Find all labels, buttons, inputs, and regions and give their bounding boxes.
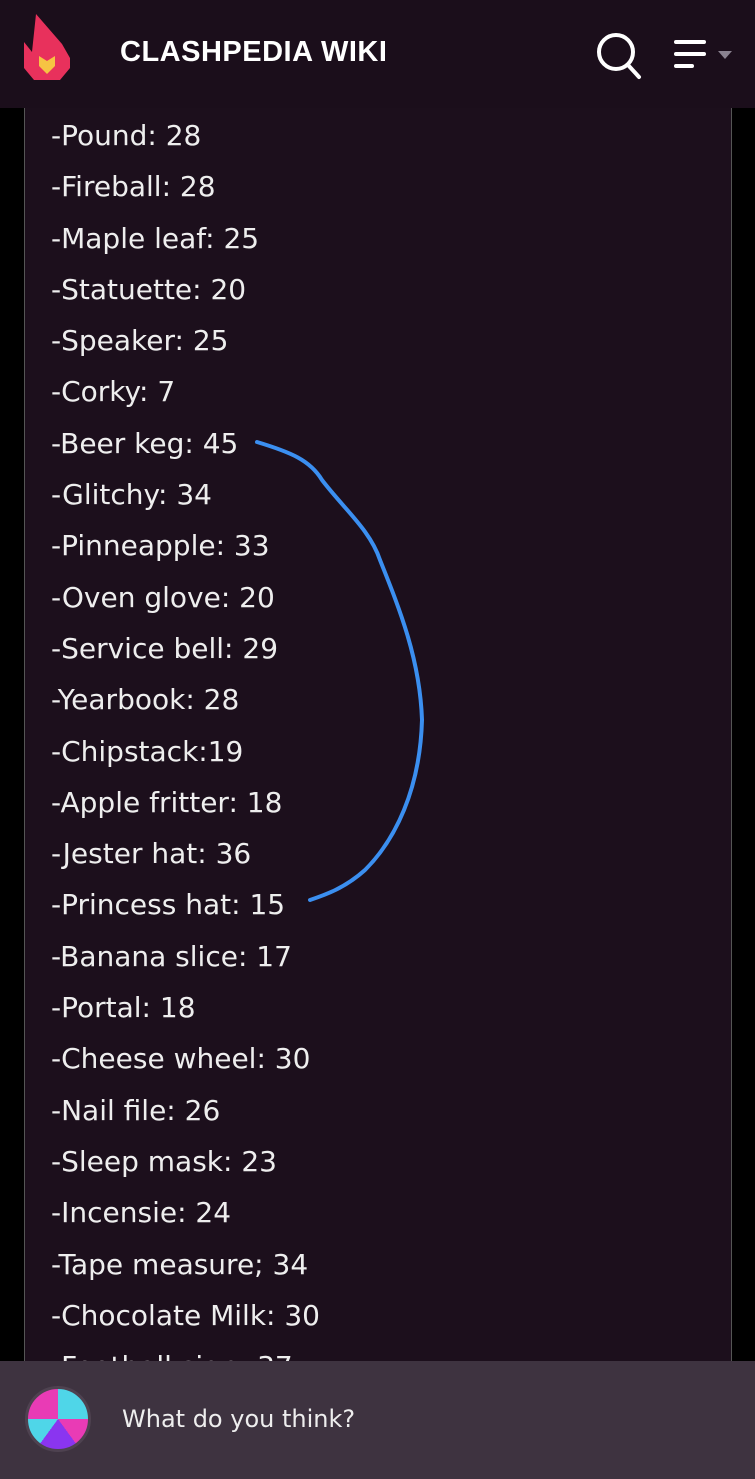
user-avatar [25,1386,91,1452]
list-item: -Princess hat: 15 [51,888,286,922]
top-navbar: CLASHPEDIA WIKI [0,0,755,108]
list-item: -Beer keg: 45 [51,426,239,460]
hamburger-menu-icon[interactable] [672,38,738,72]
list-item: -Oven glove: 20 [51,580,275,614]
list-item: -Chipstack:19 [51,734,244,768]
chevron-down-icon [718,51,732,59]
list-item: -Nail file: 26 [51,1093,221,1127]
list-item: -Statuette: 20 [51,272,247,306]
list-item: -Fireball: 28 [51,170,216,204]
list-item: -Portal: 18 [51,991,196,1025]
list-item: -Pound: 28 [51,119,202,152]
list-item: -Corky: 7 [51,375,176,409]
list-item: -Apple fritter: 18 [51,785,283,819]
clashpedia-logo-icon[interactable] [22,14,72,82]
list-item: -Yearbook: 28 [51,683,240,717]
comment-bar[interactable]: What do you think? [0,1361,755,1479]
list-item: -Sleep mask: 23 [51,1144,277,1178]
list-item: -Pinneapple: 33 [51,529,270,563]
list-item: -Maple leaf: 25 [51,221,260,255]
list-item: -Tape measure; 34 [51,1247,309,1281]
search-icon[interactable] [594,32,644,82]
list-item: -Incensie: 24 [51,1196,232,1230]
comment-input[interactable]: What do you think? [122,1405,356,1433]
list-item: -Speaker: 25 [51,324,229,358]
list-item: -Jester hat: 36 [51,837,252,871]
list-item: -Banana slice: 17 [51,939,292,973]
list-item: -Glitchy: 34 [51,478,212,512]
list-item: -Cheese wheel: 30 [51,1042,311,1076]
comment-content: -Pound: 28 -Fireball: 28 -Maple leaf: 25 -S… [24,108,732,1408]
item-list: -Pound: 28 -Fireball: 28 -Maple leaf: 25 -S… [51,116,320,1398]
site-title[interactable]: CLASHPEDIA WIKI [120,36,388,68]
list-item: -Chocolate Milk: 30 [51,1298,320,1332]
list-item: -Service bell: 29 [51,631,279,665]
